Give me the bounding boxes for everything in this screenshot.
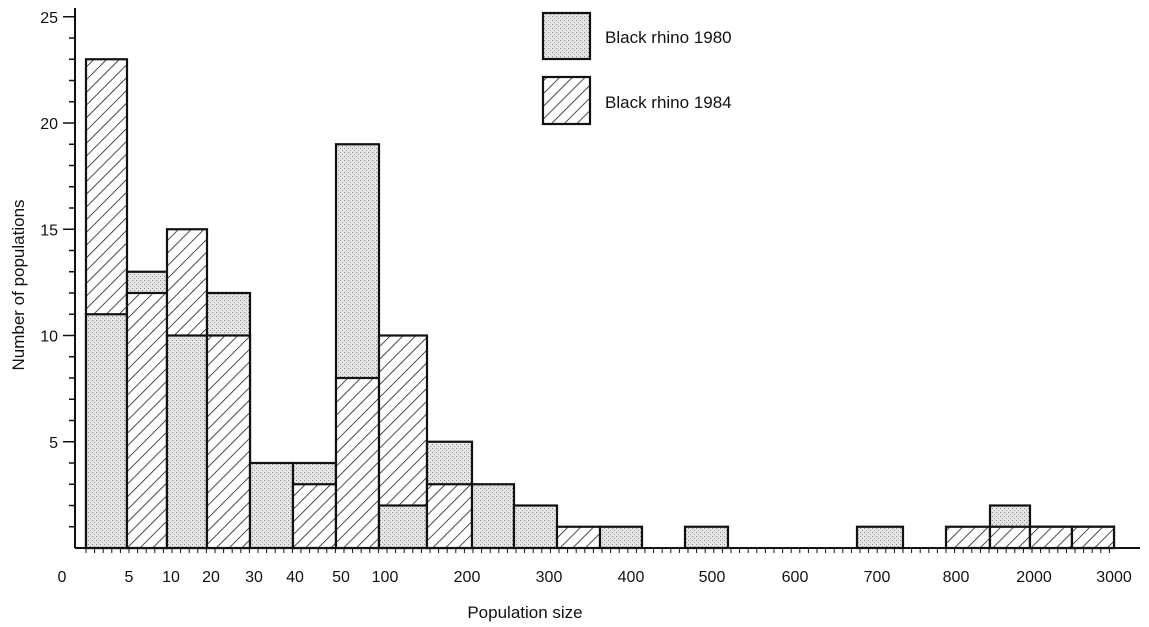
y-axis-title: Number of populations — [9, 199, 28, 370]
bar-1984-2500-3000 — [1070, 525, 1116, 550]
x-tick-label: 600 — [782, 569, 809, 586]
x-axis-title: Population size — [467, 603, 582, 622]
bar-1984-150-200 — [425, 483, 474, 550]
x-tick-label: 700 — [864, 569, 891, 586]
bar-1984-2000-2500 — [1028, 525, 1074, 550]
x-tick-label: 5 — [125, 569, 134, 586]
bar-1984-50-100 — [334, 376, 381, 550]
bar-1980-30-40 — [248, 461, 295, 550]
bar-1984-800-2000 — [988, 525, 1032, 550]
legend-label-1980: Black rhino 1980 — [605, 28, 732, 47]
y-tick-label: 20 — [40, 116, 58, 133]
x-tick-label: 400 — [618, 569, 645, 586]
legend-swatch-1980 — [541, 11, 592, 61]
x-origin-label: 0 — [58, 569, 67, 586]
x-tick-label: 20 — [202, 569, 220, 586]
x-tick-label: 100 — [372, 569, 399, 586]
bar-1984-40-50 — [291, 483, 338, 550]
bar-1980-100-150 — [377, 504, 429, 550]
x-tick-label: 50 — [332, 569, 350, 586]
bar-1980-250-300 — [512, 504, 559, 550]
ticks — [63, 16, 1110, 553]
legend-swatch-1984 — [541, 75, 592, 126]
x-tick-label: 300 — [536, 569, 563, 586]
bar-1980-650-700 — [855, 525, 905, 550]
bar-1984-750-800 — [944, 525, 992, 550]
x-tick-label: 2000 — [1016, 569, 1052, 586]
bar-1980-10-20 — [165, 334, 209, 550]
legend-label-1984: Black rhino 1984 — [605, 93, 732, 112]
legend: Black rhino 1980 Black rhino 1984 — [541, 11, 732, 126]
axes — [74, 8, 1140, 549]
bars-layer — [84, 58, 1116, 550]
bar-1984-300-350 — [555, 525, 602, 550]
bar-1984-20-30 — [205, 334, 252, 550]
y-tick-label: 15 — [40, 222, 58, 239]
y-tick-label: 5 — [49, 435, 58, 452]
x-tick-label: 800 — [943, 569, 970, 586]
bar-1980-450-500 — [683, 525, 730, 550]
x-tick-label: 200 — [454, 569, 481, 586]
x-tick-label: 500 — [699, 569, 726, 586]
x-tick-label: 40 — [286, 569, 304, 586]
bar-1980-200-250 — [470, 483, 516, 550]
bar-1980-0-5 — [84, 313, 129, 550]
x-tick-label: 30 — [245, 569, 263, 586]
x-tick-label: 3000 — [1096, 569, 1132, 586]
y-tick-label: 10 — [40, 329, 58, 346]
y-tick-label: 25 — [40, 10, 58, 27]
bar-1984-5-10 — [125, 291, 169, 550]
bar-1980-350-400 — [598, 525, 644, 550]
x-tick-label: 10 — [162, 569, 180, 586]
tick-labels: 5 10 15 20 25 0 5 10 20 30 40 50 100 200 300 400 500 600 7… — [40, 10, 1132, 586]
